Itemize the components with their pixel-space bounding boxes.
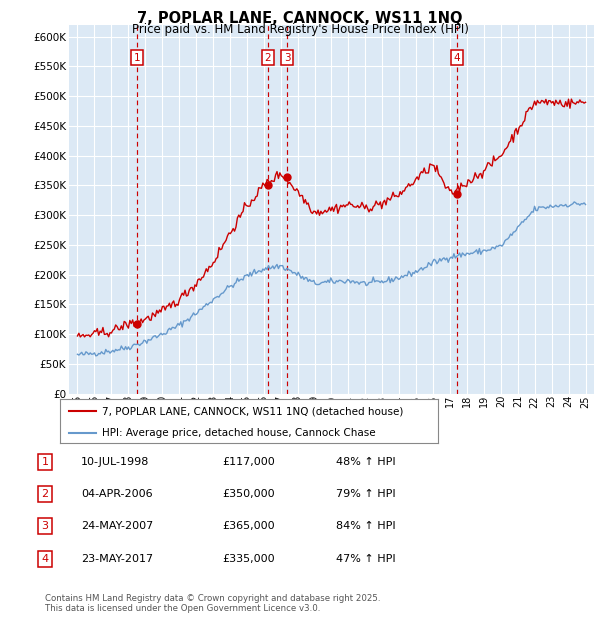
Text: 79% ↑ HPI: 79% ↑ HPI bbox=[336, 489, 395, 499]
Text: 23-MAY-2017: 23-MAY-2017 bbox=[81, 554, 153, 564]
Text: 3: 3 bbox=[284, 53, 290, 63]
Text: 24-MAY-2007: 24-MAY-2007 bbox=[81, 521, 153, 531]
Text: Price paid vs. HM Land Registry's House Price Index (HPI): Price paid vs. HM Land Registry's House … bbox=[131, 23, 469, 36]
Text: 2: 2 bbox=[265, 53, 271, 63]
Text: 84% ↑ HPI: 84% ↑ HPI bbox=[336, 521, 395, 531]
Text: £117,000: £117,000 bbox=[222, 457, 275, 467]
Text: Contains HM Land Registry data © Crown copyright and database right 2025.: Contains HM Land Registry data © Crown c… bbox=[45, 593, 380, 603]
Text: 7, POPLAR LANE, CANNOCK, WS11 1NQ (detached house): 7, POPLAR LANE, CANNOCK, WS11 1NQ (detac… bbox=[101, 406, 403, 416]
Text: 04-APR-2006: 04-APR-2006 bbox=[81, 489, 152, 499]
Text: 47% ↑ HPI: 47% ↑ HPI bbox=[336, 554, 395, 564]
Text: 10-JUL-1998: 10-JUL-1998 bbox=[81, 457, 149, 467]
Text: 4: 4 bbox=[454, 53, 460, 63]
Text: 7, POPLAR LANE, CANNOCK, WS11 1NQ: 7, POPLAR LANE, CANNOCK, WS11 1NQ bbox=[137, 11, 463, 25]
Text: 4: 4 bbox=[41, 554, 49, 564]
Text: 2: 2 bbox=[41, 489, 49, 499]
Text: 1: 1 bbox=[134, 53, 140, 63]
Text: £335,000: £335,000 bbox=[222, 554, 275, 564]
Text: £350,000: £350,000 bbox=[222, 489, 275, 499]
Text: 48% ↑ HPI: 48% ↑ HPI bbox=[336, 457, 395, 467]
Text: HPI: Average price, detached house, Cannock Chase: HPI: Average price, detached house, Cann… bbox=[101, 428, 375, 438]
Text: This data is licensed under the Open Government Licence v3.0.: This data is licensed under the Open Gov… bbox=[45, 603, 320, 613]
Text: £365,000: £365,000 bbox=[222, 521, 275, 531]
Text: 1: 1 bbox=[41, 457, 49, 467]
Text: 3: 3 bbox=[41, 521, 49, 531]
